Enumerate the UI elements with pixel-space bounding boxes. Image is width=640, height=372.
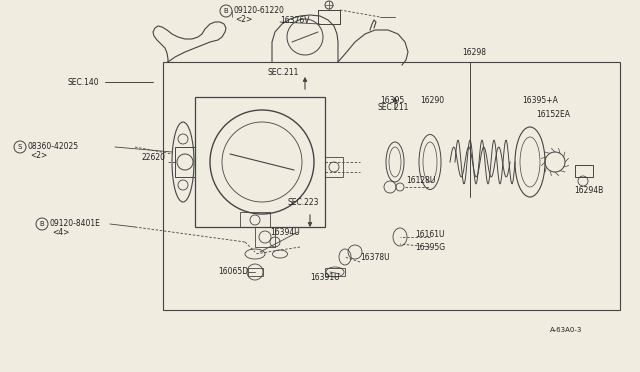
Bar xyxy=(195,97,325,227)
Text: 08360-42025: 08360-42025 xyxy=(27,141,78,151)
Text: B: B xyxy=(40,221,44,227)
Text: SEC.211: SEC.211 xyxy=(378,103,410,112)
Text: B: B xyxy=(223,8,228,14)
Text: SEC.140: SEC.140 xyxy=(68,77,100,87)
Text: 16395G: 16395G xyxy=(415,243,445,251)
Text: 16395: 16395 xyxy=(380,96,404,105)
Text: 09120-8401E: 09120-8401E xyxy=(49,218,100,228)
Text: 16298: 16298 xyxy=(462,48,486,57)
Text: 16394U: 16394U xyxy=(270,228,300,237)
Text: 22620: 22620 xyxy=(142,153,166,161)
Text: 16065D: 16065D xyxy=(218,267,248,276)
Text: <2>: <2> xyxy=(235,15,252,23)
Text: 16376V: 16376V xyxy=(280,16,310,25)
Text: A-63A0-3: A-63A0-3 xyxy=(550,327,582,333)
Bar xyxy=(575,165,593,177)
Text: 16378U: 16378U xyxy=(360,253,390,262)
Text: <4>: <4> xyxy=(52,228,69,237)
Text: 16395+A: 16395+A xyxy=(522,96,558,105)
Text: SEC.211: SEC.211 xyxy=(268,67,300,77)
Text: 16391U: 16391U xyxy=(310,273,340,282)
Text: 16128U: 16128U xyxy=(406,176,435,185)
Bar xyxy=(255,227,275,247)
Text: 16294B: 16294B xyxy=(574,186,604,195)
Bar xyxy=(325,157,343,177)
Bar xyxy=(325,268,345,276)
Bar xyxy=(240,212,270,227)
Text: 16290: 16290 xyxy=(420,96,444,105)
Bar xyxy=(318,10,340,24)
Text: 16161U: 16161U xyxy=(415,230,445,238)
Text: <2>: <2> xyxy=(30,151,47,160)
Text: S: S xyxy=(18,144,22,150)
Bar xyxy=(163,62,620,310)
Text: 16152EA: 16152EA xyxy=(536,109,570,119)
Text: SEC.223: SEC.223 xyxy=(288,198,319,206)
Bar xyxy=(248,268,263,276)
Text: 09120-61220: 09120-61220 xyxy=(233,6,284,15)
Bar xyxy=(175,147,195,177)
